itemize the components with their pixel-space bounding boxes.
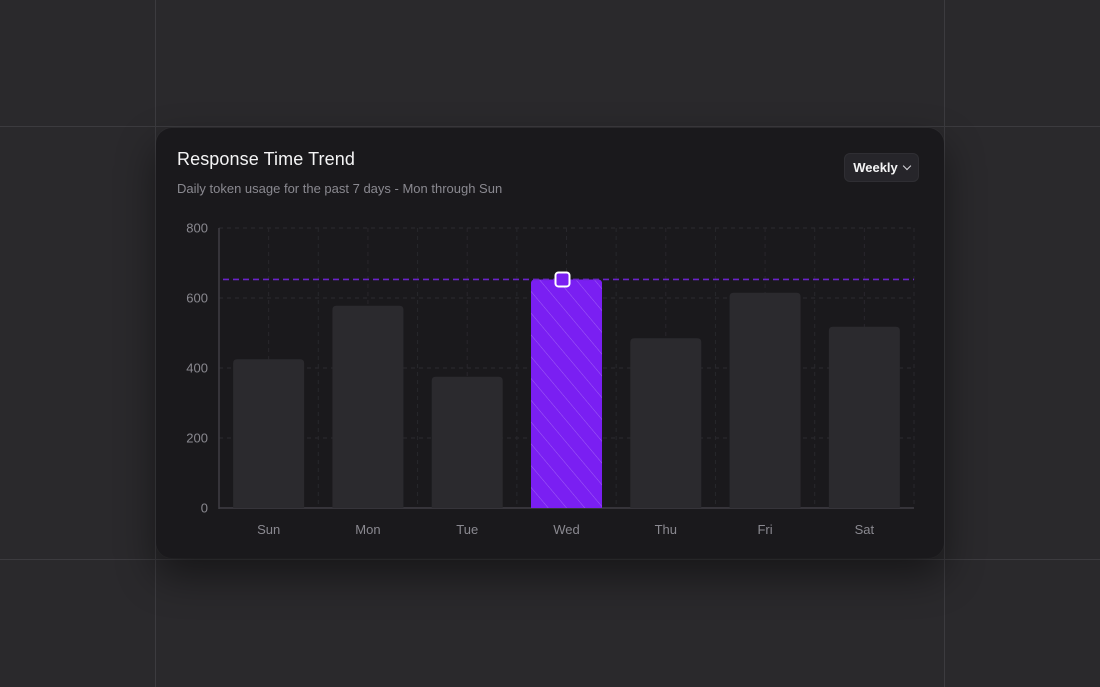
x-tick-label: Thu bbox=[655, 522, 677, 537]
y-tick-label: 800 bbox=[186, 221, 208, 236]
bar-sun bbox=[233, 359, 305, 508]
highlight-marker bbox=[554, 271, 571, 288]
x-tick-label: Fri bbox=[757, 522, 772, 537]
bar-thu bbox=[630, 338, 702, 508]
y-tick-label: 200 bbox=[186, 431, 208, 446]
bar-hatch-overlay bbox=[531, 279, 602, 508]
bar-chart: 0 200 400 600 800 Sun Mon Tue Wed Thu Fri Sat bbox=[186, 221, 915, 537]
x-tick-label: Sat bbox=[855, 522, 875, 537]
card-title: Response Time Trend bbox=[177, 149, 355, 169]
bar-mon bbox=[332, 305, 404, 508]
x-tick-label: Tue bbox=[456, 522, 478, 537]
y-tick-label: 600 bbox=[186, 291, 208, 306]
x-tick-label: Mon bbox=[355, 522, 380, 537]
y-tick-label: 400 bbox=[186, 361, 208, 376]
period-select-label: Weekly bbox=[853, 160, 898, 175]
bar-tue bbox=[431, 376, 503, 508]
guide-line-right bbox=[944, 0, 945, 687]
card-subtitle: Daily token usage for the past 7 days - … bbox=[177, 181, 503, 196]
x-tick-label: Sun bbox=[257, 522, 280, 537]
period-select[interactable]: Weekly bbox=[844, 153, 919, 182]
guide-line-bottom bbox=[0, 559, 1100, 560]
chart-card: Response Time Trend Daily token usage fo… bbox=[156, 128, 944, 558]
guide-line-top bbox=[0, 126, 1100, 127]
bar-fri bbox=[729, 292, 801, 508]
guide-line-left bbox=[155, 0, 156, 687]
y-tick-label: 0 bbox=[201, 501, 208, 516]
bar-sat bbox=[828, 326, 900, 508]
x-tick-label: Wed bbox=[553, 522, 580, 537]
